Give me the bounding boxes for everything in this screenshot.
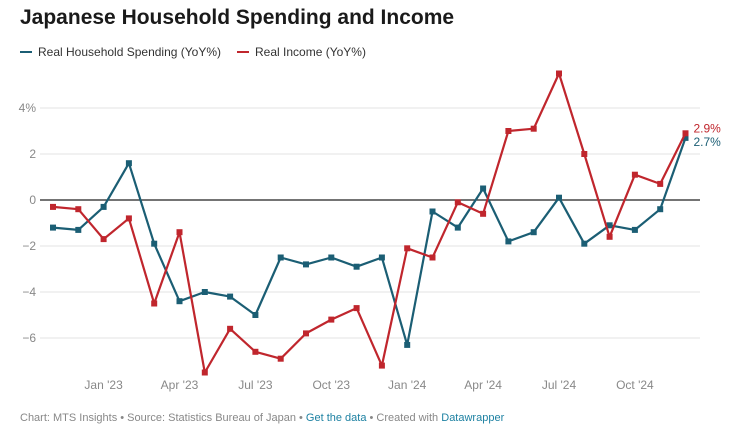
data-point-income xyxy=(100,236,107,243)
data-point-spending xyxy=(75,226,82,233)
series-line-spending xyxy=(52,137,687,346)
x-tick-label: Apr '24 xyxy=(464,378,502,392)
data-point-income xyxy=(657,180,664,187)
x-tick-label: Oct '23 xyxy=(312,378,350,392)
data-point-income xyxy=(631,171,638,178)
data-point-spending xyxy=(378,254,385,261)
data-point-income xyxy=(530,125,537,132)
data-point-spending xyxy=(606,222,613,229)
data-point-income xyxy=(50,203,56,210)
data-point-spending xyxy=(227,293,234,300)
data-point-income xyxy=(454,199,461,206)
data-point-spending xyxy=(480,185,487,192)
footer-created: Created with xyxy=(376,412,439,424)
data-point-spending xyxy=(657,206,664,213)
data-point-spending xyxy=(429,208,436,215)
y-tick-label: 4% xyxy=(19,101,37,115)
data-point-income xyxy=(606,233,613,240)
line-chart: 4% 2 0 −2 −4 −6 Jan '23 Apr '23 Jul '23 Oct '23 Ja… xyxy=(19,70,722,392)
data-point-spending xyxy=(353,263,360,270)
legend-swatch-income xyxy=(237,51,250,53)
data-point-spending xyxy=(505,238,512,245)
x-tick-label: Jul '24 xyxy=(542,378,577,392)
y-tick-label: −2 xyxy=(22,239,36,253)
data-point-income xyxy=(328,316,335,323)
data-point-spending xyxy=(252,312,259,318)
data-point-income xyxy=(556,70,562,77)
data-point-income xyxy=(429,254,436,261)
legend-swatch-spending xyxy=(20,51,32,53)
data-point-income xyxy=(201,369,208,376)
datawrapper-link[interactable]: Datawrapper xyxy=(441,412,505,424)
data-point-spending xyxy=(277,254,284,261)
data-point-income xyxy=(125,215,132,222)
get-data-link[interactable]: Get the data xyxy=(305,412,367,424)
data-point-spending xyxy=(50,224,56,231)
data-point-income xyxy=(353,305,360,312)
data-point-spending xyxy=(581,240,588,247)
footer-credit: Chart: MTS Insights xyxy=(20,412,118,424)
data-point-income xyxy=(277,355,284,362)
data-point-income xyxy=(581,151,588,157)
data-point-income xyxy=(176,229,183,236)
data-point-income xyxy=(227,325,234,332)
x-tick-label: Jan '24 xyxy=(388,378,427,392)
data-point-income xyxy=(480,210,487,217)
y-tick-label: 0 xyxy=(29,193,36,207)
data-point-spending xyxy=(201,289,208,295)
x-tick-label: Jan '23 xyxy=(84,378,123,392)
legend-label-income: Real Income (YoY%) xyxy=(255,45,366,59)
y-tick-label: −4 xyxy=(22,285,36,299)
end-label-income: 2.9% xyxy=(694,121,722,135)
data-point-income xyxy=(151,300,158,307)
legend-label-spending: Real Household Spending (YoY%) xyxy=(38,45,222,59)
data-point-income xyxy=(404,245,411,252)
data-point-spending xyxy=(631,226,638,233)
legend-item-income: Real Income (YoY%) xyxy=(237,45,366,59)
data-point-spending xyxy=(151,240,158,247)
data-point-spending xyxy=(125,160,132,167)
x-tick-label: Jul '23 xyxy=(238,378,273,392)
chart-footer: Chart: MTS Insights • Source: Statistics… xyxy=(20,412,505,424)
y-tick-label: −6 xyxy=(22,331,36,345)
data-point-spending xyxy=(176,298,183,305)
footer-source: Source: Statistics Bureau of Japan xyxy=(127,412,296,424)
data-point-income xyxy=(75,206,82,213)
data-point-income xyxy=(252,348,259,355)
data-point-spending xyxy=(682,134,689,141)
x-tick-label: Apr '23 xyxy=(161,378,199,392)
series-line-income xyxy=(52,72,687,374)
data-point-income xyxy=(303,330,309,337)
data-point-spending xyxy=(556,194,562,201)
data-point-spending xyxy=(303,261,309,268)
data-point-spending xyxy=(404,341,411,348)
chart-legend: Real Household Spending (YoY%) Real Inco… xyxy=(20,45,366,59)
data-point-spending xyxy=(454,224,461,231)
end-label-spending: 2.7% xyxy=(694,135,722,149)
data-point-income xyxy=(378,362,385,369)
y-tick-label: 2 xyxy=(29,147,36,161)
data-point-spending xyxy=(530,229,537,236)
data-point-income xyxy=(505,128,512,134)
chart-title: Japanese Household Spending and Income xyxy=(20,6,455,29)
data-point-spending xyxy=(100,203,107,210)
data-point-spending xyxy=(328,254,335,261)
x-tick-label: Oct '24 xyxy=(616,378,654,392)
data-point-income xyxy=(682,130,689,137)
legend-item-spending: Real Household Spending (YoY%) xyxy=(20,45,221,59)
